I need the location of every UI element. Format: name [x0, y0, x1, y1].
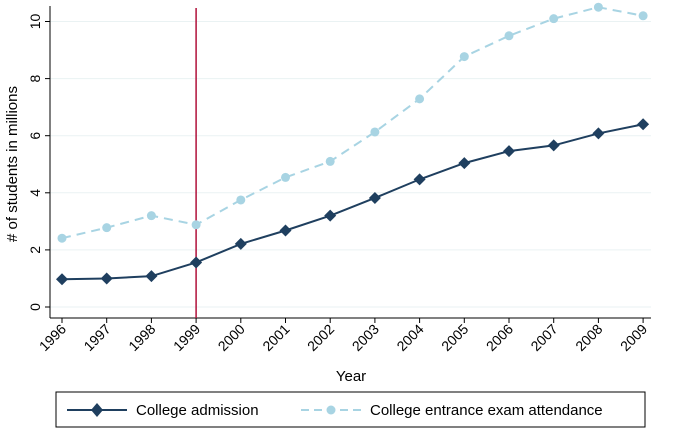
point-college-entrance-exam-attendance-2001 — [281, 172, 290, 182]
point-college-admission-2000 — [234, 237, 247, 250]
point-college-entrance-exam-attendance-1997 — [102, 223, 112, 233]
point-college-entrance-exam-attendance-2008 — [593, 2, 603, 12]
x-tick-label-2005: 2005 — [438, 321, 471, 354]
series-college-entrance-exam-attendance — [57, 2, 648, 243]
x-tick-label-2007: 2007 — [527, 321, 560, 354]
point-college-admission-2003 — [368, 191, 381, 204]
point-college-entrance-exam-attendance-2007 — [549, 14, 559, 24]
legend-marker-college-admission — [91, 403, 103, 417]
point-college-admission-2007 — [547, 139, 560, 152]
point-college-entrance-exam-attendance-2006 — [504, 31, 514, 41]
x-tick-label-2004: 2004 — [393, 321, 426, 354]
x-tick-label-1996: 1996 — [36, 321, 69, 354]
point-college-entrance-exam-attendance-2005 — [459, 52, 469, 62]
x-tick-label-2000: 2000 — [215, 321, 248, 354]
y-tick-label-0: 0 — [27, 303, 43, 311]
series-line-college-entrance-exam-attendance — [61, 6, 644, 240]
x-tick-label-1998: 1998 — [125, 321, 158, 354]
point-college-admission-2008 — [592, 127, 605, 140]
x-tick-label-2001: 2001 — [259, 321, 292, 354]
point-college-entrance-exam-attendance-2000 — [236, 195, 246, 205]
x-axis-title: Year — [336, 368, 366, 385]
point-college-admission-1998 — [145, 270, 158, 283]
x-tick-label-2003: 2003 — [349, 321, 382, 354]
y-axis: 0 2 4 6 8 10 — [27, 6, 51, 318]
y-tick-label-10: 10 — [27, 14, 43, 30]
y-tick-label-8: 8 — [27, 74, 43, 82]
legend-box — [55, 391, 646, 428]
point-college-entrance-exam-attendance-1998 — [146, 211, 156, 221]
y-axis-title: # of students in millions — [4, 86, 21, 242]
point-college-admission-1997 — [100, 272, 113, 285]
series-line-college-admission — [61, 123, 644, 281]
x-tick-label-2009: 2009 — [617, 321, 650, 354]
gridlines — [50, 21, 651, 308]
series-group — [56, 2, 650, 286]
y-tick-label-2: 2 — [27, 246, 43, 254]
x-tick-label-2002: 2002 — [304, 321, 337, 354]
point-college-entrance-exam-attendance-1996 — [57, 233, 67, 243]
y-tick-label-4: 4 — [27, 189, 43, 197]
legend-marker-exam-attendance — [326, 405, 336, 415]
point-college-entrance-exam-attendance-2003 — [370, 127, 380, 137]
x-tick-label-1999: 1999 — [170, 321, 203, 354]
point-college-admission-2005 — [458, 157, 471, 170]
point-college-admission-2009 — [637, 118, 650, 131]
point-college-admission-2002 — [324, 209, 337, 222]
legend: College admission College entrance exam … — [55, 391, 646, 428]
point-college-entrance-exam-attendance-1999 — [191, 220, 201, 230]
legend-label-college-admission: College admission — [136, 402, 259, 419]
x-tick-label-2006: 2006 — [483, 321, 516, 354]
point-college-entrance-exam-attendance-2004 — [415, 94, 425, 104]
point-college-admission-2006 — [503, 145, 515, 158]
point-college-entrance-exam-attendance-2009 — [638, 11, 648, 21]
x-tick-label-2008: 2008 — [572, 321, 605, 354]
y-tick-label-6: 6 — [27, 132, 43, 140]
point-college-admission-1999 — [190, 256, 203, 269]
x-tick-label-1997: 1997 — [80, 321, 113, 354]
series-college-admission — [56, 118, 650, 286]
x-axis: 1996 1997 1998 1999 2000 2001 2002 2003 2004 2005… — [36, 317, 651, 354]
legend-label-exam-attendance: College entrance exam attendance — [370, 402, 603, 419]
point-college-admission-1996 — [56, 273, 68, 286]
point-college-admission-2001 — [279, 224, 292, 237]
point-college-admission-2004 — [413, 173, 426, 186]
point-college-entrance-exam-attendance-2002 — [325, 156, 335, 166]
